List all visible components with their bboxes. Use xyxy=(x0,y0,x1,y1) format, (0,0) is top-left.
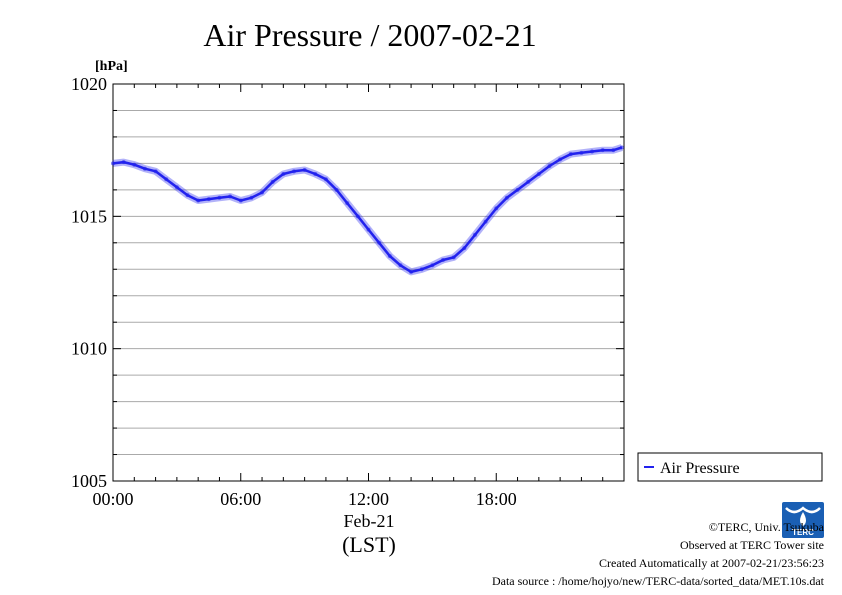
data-point xyxy=(579,150,584,155)
chart-title: Air Pressure / 2007-02-21 xyxy=(203,17,536,53)
data-point xyxy=(323,177,328,182)
data-point xyxy=(398,263,403,268)
data-point xyxy=(142,166,147,171)
x-axis-date-label: Feb-21 xyxy=(344,511,395,531)
data-point xyxy=(228,194,233,199)
y-tick-label: 1005 xyxy=(71,471,107,491)
data-point xyxy=(260,190,265,195)
data-point xyxy=(217,195,222,200)
data-point xyxy=(419,267,424,272)
data-point xyxy=(377,240,382,245)
x-tick-label: 12:00 xyxy=(348,489,389,509)
data-point xyxy=(206,197,211,202)
data-point xyxy=(441,258,446,263)
x-tick-label: 06:00 xyxy=(220,489,261,509)
data-point xyxy=(132,162,137,167)
data-point xyxy=(111,161,115,166)
plot-frame xyxy=(112,83,625,482)
data-point xyxy=(174,185,179,190)
data-point xyxy=(387,254,392,259)
data-point xyxy=(494,206,499,211)
data-point xyxy=(313,171,318,176)
series-halo xyxy=(112,144,623,276)
data-point xyxy=(355,214,360,219)
y-tick-label: 1010 xyxy=(71,339,107,359)
data-point xyxy=(121,160,126,165)
y-tick-label: 1015 xyxy=(71,206,107,226)
y-tick-label: 1020 xyxy=(71,74,107,94)
legend-label: Air Pressure xyxy=(660,460,740,477)
data-point xyxy=(291,169,296,174)
x-tick-label: 18:00 xyxy=(476,489,517,509)
data-point xyxy=(462,246,467,251)
data-point xyxy=(472,232,477,237)
data-point xyxy=(281,171,286,176)
data-point xyxy=(611,148,616,153)
data-point xyxy=(619,145,624,150)
data-point xyxy=(600,148,605,153)
series-layer xyxy=(111,144,624,276)
footer-created: Created Automatically at 2007-02-21/23:5… xyxy=(599,556,824,570)
data-point xyxy=(590,149,595,154)
footer-source: Data source : /home/hojyo/new/TERC-data/… xyxy=(491,574,824,588)
data-point xyxy=(536,171,541,176)
data-point xyxy=(238,198,243,203)
data-point xyxy=(249,195,254,200)
data-point xyxy=(547,164,552,169)
data-point xyxy=(568,152,573,157)
logo-text: TERC xyxy=(792,528,814,537)
footer-copyright: ©TERC, Univ. Tsukuba xyxy=(708,520,824,534)
x-tick-label: 00:00 xyxy=(92,489,133,509)
terc-logo: TERC xyxy=(782,502,824,538)
data-point xyxy=(558,157,563,162)
data-point xyxy=(302,168,307,173)
legend: Air Pressure xyxy=(637,452,823,482)
data-point xyxy=(164,177,169,182)
data-point xyxy=(366,227,371,232)
data-point xyxy=(526,179,531,184)
data-point xyxy=(345,201,350,206)
data-point xyxy=(153,169,158,174)
footer-site: Observed at TERC Tower site xyxy=(679,538,824,552)
data-point xyxy=(196,198,201,203)
data-point xyxy=(483,219,488,224)
data-point xyxy=(409,269,414,274)
data-point xyxy=(451,255,456,260)
data-point xyxy=(185,193,190,198)
x-axis-timezone-label: (LST) xyxy=(342,532,396,557)
y-axis-unit-label: [hPa] xyxy=(95,59,128,74)
data-point xyxy=(515,187,520,192)
data-point xyxy=(504,195,509,200)
data-point xyxy=(270,179,275,184)
grid xyxy=(113,109,624,456)
data-point xyxy=(334,187,339,192)
data-point xyxy=(430,263,435,268)
axes xyxy=(112,83,625,482)
legend-box xyxy=(637,452,823,482)
